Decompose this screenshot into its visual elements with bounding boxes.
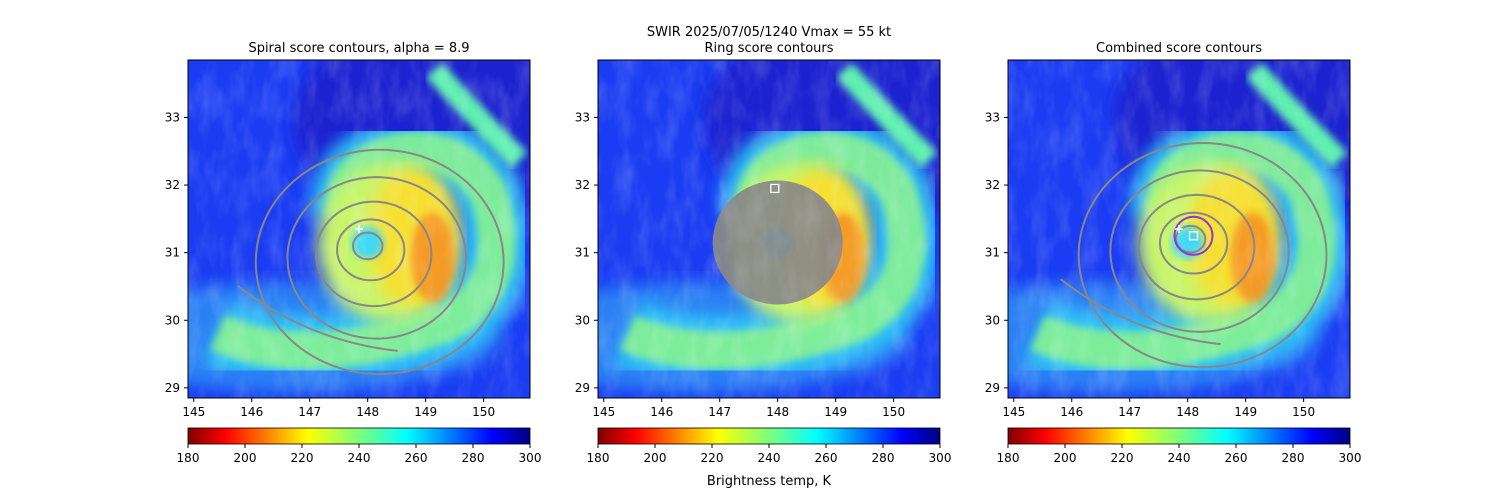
colorbar-tick-label: 280	[1282, 451, 1305, 465]
x-tick-label: 149	[1234, 405, 1257, 419]
blob-texture	[712, 180, 843, 305]
first-guess-marker	[355, 225, 363, 233]
colorbar-tick-label: 280	[872, 451, 895, 465]
x-tick-label: 150	[882, 405, 905, 419]
contour-tail	[237, 285, 398, 352]
colorbar-tick-label: 240	[758, 451, 781, 465]
y-tick-label: 30	[165, 313, 180, 327]
best-center-marker	[1188, 231, 1199, 241]
panel-title: Ring score contours	[704, 41, 833, 56]
contour-ring	[286, 176, 467, 340]
score-contours	[237, 148, 505, 375]
satellite-image	[188, 60, 530, 398]
colorbar	[1007, 427, 1351, 445]
x-tick-label: 145	[592, 405, 615, 419]
y-tick-label: 32	[575, 178, 590, 192]
y-tick-label: 32	[985, 178, 1000, 192]
eye-fit-circle	[1173, 215, 1214, 256]
colorbar-tick-label: 240	[348, 451, 371, 465]
axes-frame	[597, 59, 941, 399]
first-guess-marker	[1175, 225, 1183, 233]
colorbar-label: Brightness temp, K	[707, 474, 832, 489]
y-tick-label: 31	[575, 246, 590, 260]
x-tick-label: 148	[356, 405, 379, 419]
x-tick-label: 146	[1060, 405, 1083, 419]
colorbar-tick-label: 220	[701, 451, 724, 465]
score-contours	[1059, 142, 1328, 369]
contour-ring	[351, 231, 384, 261]
panel-3: Combined score contours 145 146 147 148 149 15…	[985, 41, 1362, 465]
contour-ring	[1174, 224, 1207, 254]
x-tick-label: 148	[1176, 405, 1199, 419]
panel-2: Ring score contours 145 146 147 148 149 150 29 3…	[575, 41, 952, 465]
score-contours	[712, 180, 843, 305]
contour-ring	[336, 218, 406, 282]
colorbar-tick-label: 260	[405, 451, 428, 465]
axes-frame	[187, 59, 531, 399]
y-tick-label: 33	[575, 110, 590, 124]
x-tick-label: 146	[240, 405, 263, 419]
y-tick-label: 29	[165, 381, 180, 395]
x-tick-label: 147	[708, 405, 731, 419]
colorbar	[187, 427, 531, 445]
x-tick-label: 147	[1118, 405, 1141, 419]
y-tick-label: 32	[165, 178, 180, 192]
x-tick-label: 149	[414, 405, 437, 419]
y-tick-label: 30	[985, 313, 1000, 327]
panel-1: Spiral score contours, alpha = 8.9 145 146…	[165, 41, 542, 465]
colorbar-tick-label: 180	[177, 451, 200, 465]
colorbar-tick-label: 180	[997, 451, 1020, 465]
colorbar-tick-label: 260	[815, 451, 838, 465]
contour-ring	[1137, 193, 1256, 301]
y-tick-label: 31	[985, 246, 1000, 260]
colorbar-tick-label: 220	[291, 451, 314, 465]
colorbar-tick-label: 240	[1168, 451, 1191, 465]
y-tick-label: 33	[985, 110, 1000, 124]
best-center-marker	[770, 183, 780, 194]
colorbar-tick-label: 200	[1054, 451, 1077, 465]
x-tick-label: 147	[298, 405, 321, 419]
panel-title: Combined score contours	[1096, 41, 1262, 56]
colorbar-tick-label: 200	[644, 451, 667, 465]
x-tick-label: 145	[182, 405, 205, 419]
axes-frame	[1007, 59, 1351, 399]
x-tick-label: 150	[1292, 405, 1315, 419]
figure-suptitle: SWIR 2025/07/05/1240 Vmax = 55 kt	[647, 25, 891, 40]
y-tick-label: 33	[165, 110, 180, 124]
contour-tail	[1059, 278, 1221, 346]
contour-ring	[1158, 211, 1229, 275]
colorbar-tick-label: 300	[929, 451, 952, 465]
colorbar-tick-label: 300	[1339, 451, 1362, 465]
colorbar-tick-label: 200	[234, 451, 257, 465]
y-tick-label: 29	[575, 381, 590, 395]
contour-ring	[1077, 142, 1328, 369]
y-tick-label: 29	[985, 381, 1000, 395]
colorbar-tick-label: 280	[462, 451, 485, 465]
colorbar	[597, 427, 941, 445]
x-tick-label: 149	[824, 405, 847, 419]
colorbar-tick-label: 220	[1111, 451, 1134, 465]
colorbar-tick-label: 180	[587, 451, 610, 465]
contour-ring	[254, 148, 505, 375]
contour-ring	[1109, 169, 1290, 333]
x-tick-label: 146	[650, 405, 673, 419]
panel-title: Spiral score contours, alpha = 8.9	[248, 41, 469, 56]
y-tick-label: 31	[165, 246, 180, 260]
satellite-image	[1008, 60, 1350, 398]
contour-ring	[314, 200, 433, 308]
colorbar-tick-label: 300	[519, 451, 542, 465]
x-tick-label: 145	[1002, 405, 1025, 419]
x-tick-label: 150	[472, 405, 495, 419]
x-tick-label: 148	[766, 405, 789, 419]
colorbar-tick-label: 260	[1225, 451, 1248, 465]
y-tick-label: 30	[575, 313, 590, 327]
